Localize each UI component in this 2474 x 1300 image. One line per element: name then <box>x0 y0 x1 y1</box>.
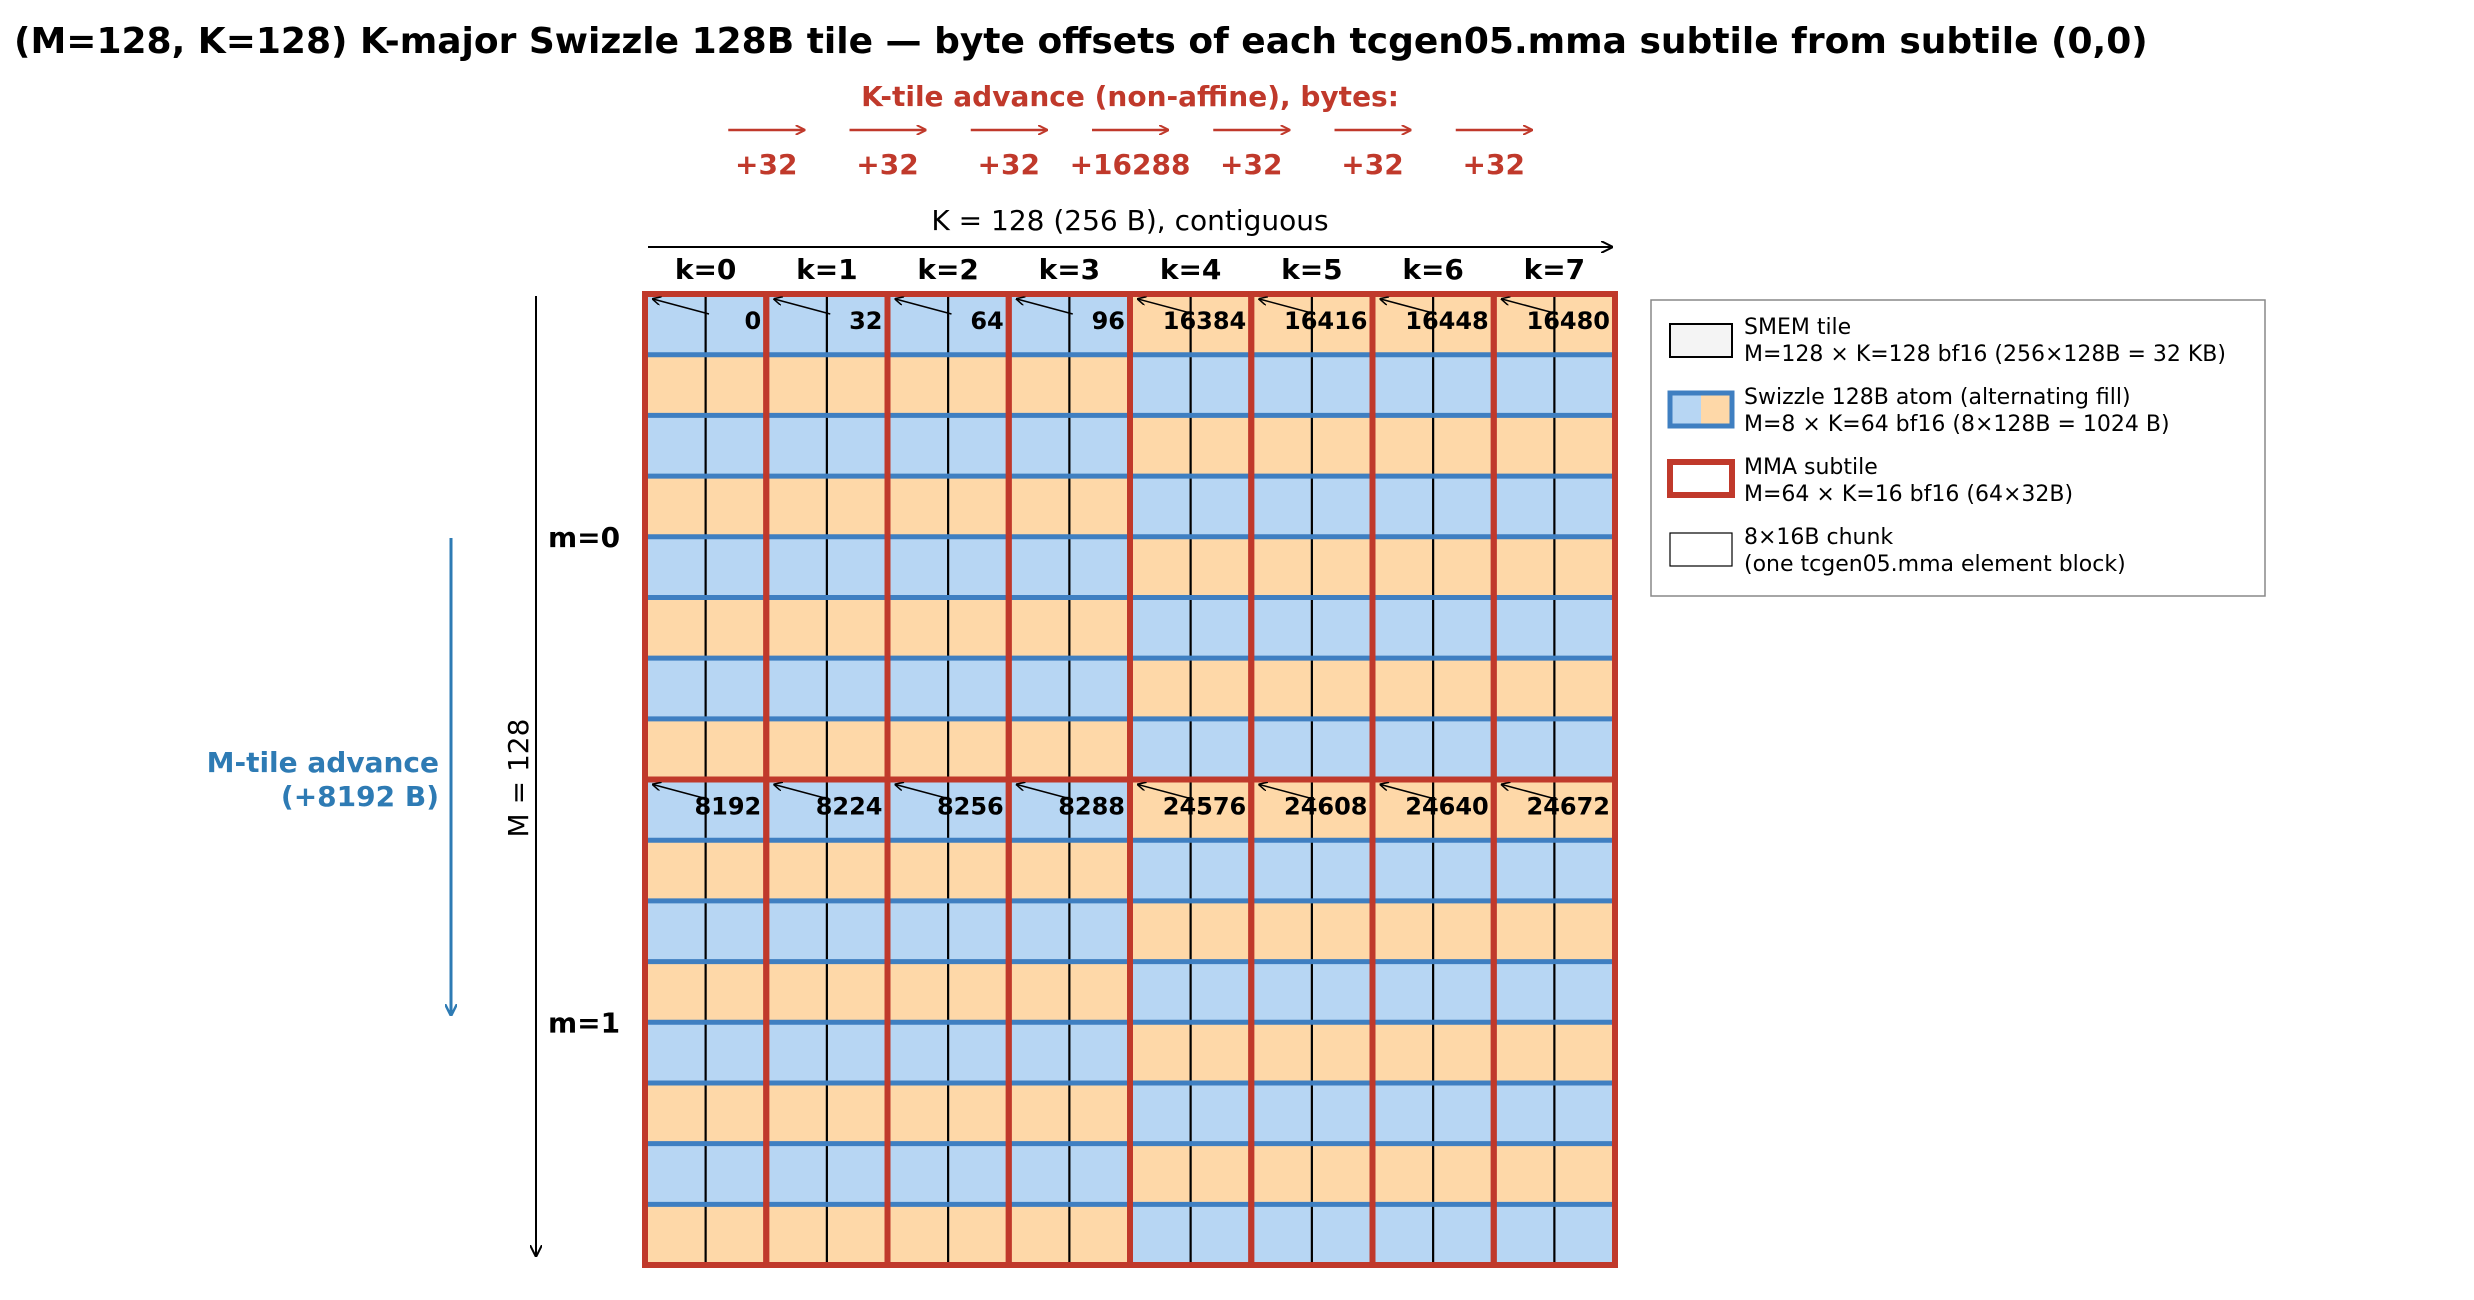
k-column-label: k=6 <box>1402 253 1464 286</box>
offset-pointer-arrow <box>896 785 952 801</box>
subtile-offset-label: 24608 <box>1284 793 1368 821</box>
legend-chunk-title: 8×16B chunk <box>1744 525 1893 550</box>
legend-mma-subtile-title: MMA subtile <box>1744 455 1878 480</box>
offset-pointer-arrow <box>896 299 952 315</box>
subtile-offset-label: 64 <box>970 307 1003 335</box>
k-column-label: k=4 <box>1160 253 1222 286</box>
subtile-offset-label: 96 <box>1092 307 1125 335</box>
k-advance-label: K-tile advance (non-affine), bytes: <box>861 80 1399 113</box>
k-advance-step: +32 <box>1341 148 1403 181</box>
legend-swizzle-atom-desc: M=8 × K=64 bf16 (8×128B = 1024 B) <box>1744 412 2170 437</box>
m-row-label: m=0 <box>548 521 620 554</box>
m-axis-label: M = 128 <box>502 719 535 838</box>
legend-chunk-desc: (one tcgen05.mma element block) <box>1744 552 2126 577</box>
legend-swatch-chunk <box>1669 532 1733 567</box>
k-axis-label: K = 128 (256 B), contiguous <box>931 204 1328 237</box>
legend-box <box>1650 299 2266 597</box>
legend-swatch-smem-tile <box>1669 323 1733 358</box>
subtile-offset-label: 8224 <box>816 793 883 821</box>
legend-swizzle-atom-title: Swizzle 128B atom (alternating fill) <box>1744 385 2131 410</box>
subtile-offset-label: 16480 <box>1527 307 1611 335</box>
subtile-offset-label: 16448 <box>1405 307 1489 335</box>
k-column-label: k=7 <box>1524 253 1586 286</box>
subtile-offset-label: 0 <box>745 307 762 335</box>
mma-subtile <box>1490 776 1618 1268</box>
k-column-label: k=5 <box>1281 253 1343 286</box>
k-advance-step: +32 <box>1220 148 1282 181</box>
offset-pointer-arrow <box>1502 785 1558 801</box>
legend: SMEM tile M=128 × K=128 bf16 (256×128B =… <box>1650 299 2266 597</box>
offset-pointer-arrow <box>774 299 831 315</box>
k-column-label: k=2 <box>917 253 979 286</box>
offset-pointer-arrow <box>653 299 710 315</box>
subtile-offset-label: 16384 <box>1163 307 1247 335</box>
k-advance-step: +32 <box>1463 148 1525 181</box>
m-row-label: m=1 <box>548 1006 620 1039</box>
k-advance-step: +16288 <box>1070 148 1191 181</box>
subtile-offset-label: 16416 <box>1284 307 1368 335</box>
m-advance-label-line1: M-tile advance <box>207 746 439 779</box>
subtile-offsets: 0 32 64 96 16384 16416 16448 16480 8192 8224 8256 8… <box>653 299 1610 821</box>
k-column-label: k=3 <box>1039 253 1101 286</box>
m-row-labels: m=0 m=1 <box>548 521 620 1040</box>
k-column-labels: k=0 k=1 k=2 k=3 k=4 k=5 k=6 k=7 <box>675 253 1585 286</box>
legend-swatch-mma-subtile <box>1667 459 1735 498</box>
offset-pointer-arrow <box>1502 299 1558 315</box>
legend-smem-tile-desc: M=128 × K=128 bf16 (256×128B = 32 KB) <box>1744 342 2226 367</box>
page-title: (M=128, K=128) K-major Swizzle 128B tile… <box>14 21 2148 62</box>
mma-subtiles <box>642 291 1618 1268</box>
k-advance-step: +32 <box>856 148 918 181</box>
smem-tile-grid: 0 32 64 96 16384 16416 16448 16480 8192 8224 8256 8… <box>642 291 1618 1268</box>
offset-pointer-arrow <box>1017 299 1073 315</box>
offset-pointer-arrow <box>653 785 710 801</box>
legend-swatch-swizzle-atom <box>1667 390 1735 429</box>
offset-pointer-arrow <box>1138 785 1195 801</box>
k-column-label: k=1 <box>796 253 858 286</box>
offset-pointer-arrow <box>1259 299 1316 315</box>
k-advance-steps: +32 +32 +32 +16288 +32 +32 +32 <box>728 130 1532 181</box>
offset-pointer-arrow <box>1017 785 1073 801</box>
m-advance-label-line2: (+8192 B) <box>281 780 439 813</box>
subtile-offset-label: 8192 <box>694 793 761 821</box>
k-advance-step: +32 <box>978 148 1040 181</box>
subtile-offset-label: 8256 <box>937 793 1004 821</box>
offset-pointer-arrow <box>1381 299 1437 315</box>
offset-pointer-arrow <box>774 785 831 801</box>
k-column-label: k=0 <box>675 253 737 286</box>
k-advance-step: +32 <box>735 148 797 181</box>
subtile-offset-label: 24576 <box>1163 793 1247 821</box>
subtile-offset-label: 8288 <box>1058 793 1125 821</box>
subtile-offset-label: 24640 <box>1405 793 1489 821</box>
legend-mma-subtile-desc: M=64 × K=16 bf16 (64×32B) <box>1744 482 2073 507</box>
offset-pointer-arrow <box>1381 785 1437 801</box>
offset-pointer-arrow <box>1138 299 1195 315</box>
subtile-offset-label: 24672 <box>1527 793 1611 821</box>
subtile-offset-label: 32 <box>849 307 882 335</box>
legend-smem-tile-title: SMEM tile <box>1744 315 1851 340</box>
offset-pointer-arrow <box>1259 785 1316 801</box>
